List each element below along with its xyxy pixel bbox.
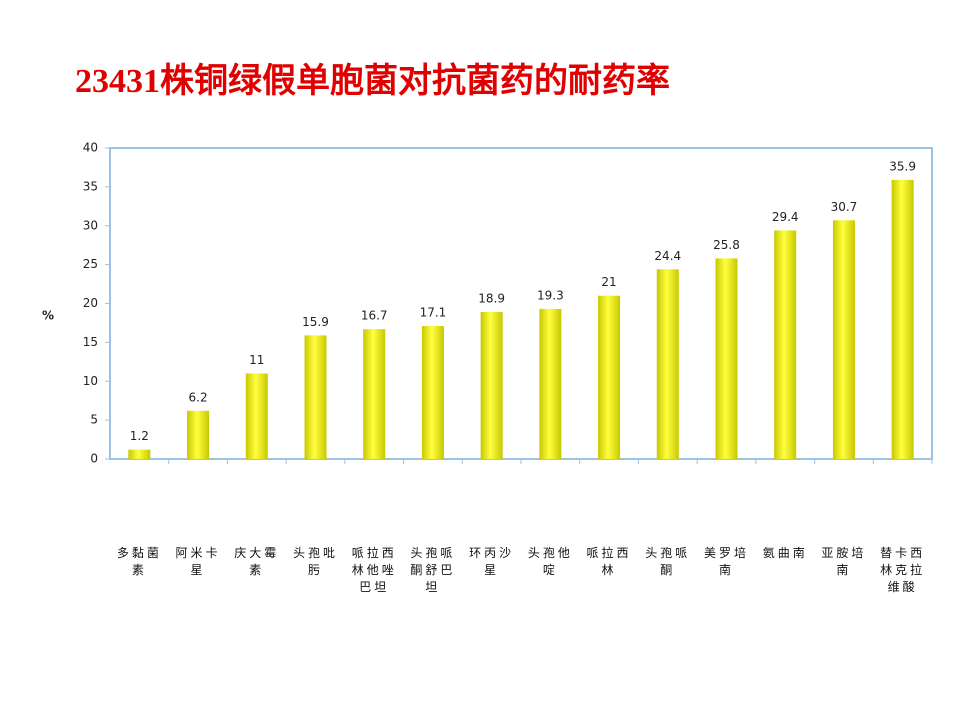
bar [245, 373, 268, 459]
value-label: 11 [249, 353, 264, 367]
chart-title: 23431株铜绿假单胞菌对抗菌药的耐药率 [75, 61, 670, 100]
value-label: 18.9 [478, 292, 505, 306]
x-tick-label: 氨曲南 [762, 546, 808, 560]
x-tick-label: 哌拉西林 [586, 546, 632, 577]
x-tick-label: 替卡西林克拉维酸 [880, 546, 926, 594]
value-label: 35.9 [889, 159, 916, 173]
y-tick-label: 35 [83, 179, 98, 193]
value-label: 19.3 [537, 288, 564, 302]
x-tick-label: 头孢哌酮舒巴坦 [410, 546, 456, 594]
bar [304, 335, 327, 459]
x-tick-label: 头孢他啶 [527, 546, 573, 577]
value-label: 29.4 [772, 210, 799, 224]
value-label: 15.9 [302, 315, 329, 329]
y-tick-label: 10 [83, 374, 98, 388]
x-tick-label: 多黏菌素 [116, 546, 162, 577]
x-tick-label: 头孢哌酮 [645, 546, 691, 577]
y-axis-label: % [42, 309, 54, 323]
y-tick-label: 15 [83, 335, 98, 349]
y-tick-label: 25 [83, 257, 98, 271]
x-tick-label: 头孢吡肟 [292, 546, 338, 577]
x-tick-label: 哌拉西林他唑巴坦 [351, 546, 397, 594]
value-label: 21 [601, 275, 616, 289]
x-tick-label: 亚胺培南 [821, 546, 867, 577]
bar [598, 295, 621, 459]
y-tick-label: 0 [90, 452, 98, 466]
y-tick-label: 5 [90, 413, 98, 427]
value-label: 1.2 [130, 429, 149, 443]
value-label: 24.4 [654, 249, 681, 263]
bar [539, 308, 562, 459]
bar [480, 312, 503, 459]
x-tick-label: 庆大霉素 [234, 546, 280, 577]
bar [128, 449, 151, 459]
x-tick-label: 美罗培南 [703, 546, 749, 577]
bar [832, 220, 855, 459]
value-label: 30.7 [831, 200, 858, 214]
bar [656, 269, 679, 459]
bar [715, 258, 738, 459]
value-label: 6.2 [189, 390, 208, 404]
bar [891, 179, 914, 459]
bar [774, 230, 797, 459]
bar [187, 410, 210, 459]
x-tick-label: 阿米卡星 [175, 546, 221, 577]
value-label: 17.1 [420, 306, 447, 320]
bar [421, 326, 444, 459]
x-tick-label: 环丙沙星 [469, 546, 515, 577]
value-label: 16.7 [361, 309, 388, 323]
y-tick-label: 40 [83, 141, 98, 155]
y-tick-label: 30 [83, 218, 98, 232]
value-label: 25.8 [713, 238, 740, 252]
bar [363, 329, 386, 459]
y-tick-label: 20 [83, 296, 98, 310]
plot-frame [109, 147, 933, 460]
